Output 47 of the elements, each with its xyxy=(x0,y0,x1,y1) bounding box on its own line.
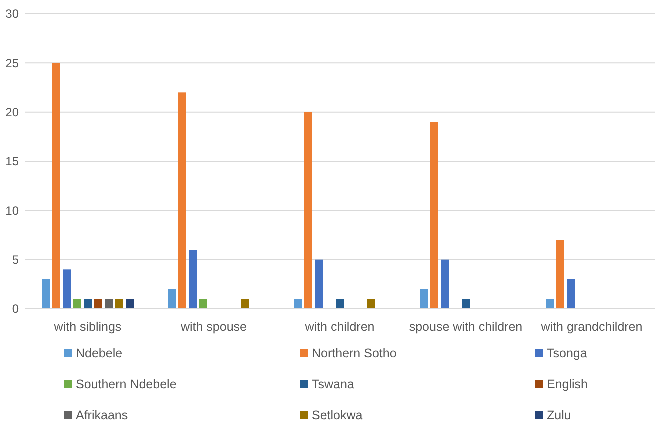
bar xyxy=(441,260,449,309)
y-tick-label: 15 xyxy=(6,154,20,169)
legend-label: Afrikaans xyxy=(76,408,128,422)
bar xyxy=(63,270,71,309)
x-tick-label: spouse with children xyxy=(409,320,523,334)
legend-label: Southern Ndebele xyxy=(76,377,177,392)
bar xyxy=(462,299,470,309)
x-tick-label: with grandchildren xyxy=(540,320,643,334)
bar xyxy=(336,299,344,309)
bar xyxy=(94,299,102,309)
bar xyxy=(42,280,50,309)
bar xyxy=(116,299,124,309)
bar xyxy=(420,289,428,309)
x-tick-label: with children xyxy=(304,320,375,334)
y-tick-label: 10 xyxy=(6,204,20,218)
bar xyxy=(74,299,82,309)
bar xyxy=(242,299,250,309)
legend-label: English xyxy=(547,377,588,392)
x-tick-label: with siblings xyxy=(53,320,122,334)
legend-label: Tswana xyxy=(312,377,354,392)
legend-label: Setlokwa xyxy=(312,408,363,422)
y-tick-label: 5 xyxy=(12,253,20,268)
bar xyxy=(200,299,208,309)
legend-label: Tsonga xyxy=(547,346,588,360)
legend-label: Northern Sotho xyxy=(312,346,397,360)
bar xyxy=(126,299,134,309)
bar xyxy=(168,289,176,309)
bar xyxy=(368,299,376,309)
bar xyxy=(294,299,302,309)
bar xyxy=(105,299,113,309)
legend-label: Zulu xyxy=(547,408,572,422)
y-tick-label: 20 xyxy=(6,106,20,120)
x-tick-label: with spouse xyxy=(180,320,248,334)
bar xyxy=(84,299,92,309)
bar xyxy=(178,92,186,309)
legend-label: Ndebele xyxy=(76,346,123,360)
bar xyxy=(304,112,312,309)
bar xyxy=(546,299,554,309)
bar xyxy=(52,63,60,309)
bar xyxy=(189,250,197,309)
y-tick-label: 0 xyxy=(12,302,20,316)
y-tick-label: 25 xyxy=(6,56,20,70)
y-tick-label: 30 xyxy=(6,7,20,22)
bar xyxy=(315,260,323,309)
bar xyxy=(567,280,575,309)
bar xyxy=(430,122,438,309)
bar xyxy=(556,240,564,309)
